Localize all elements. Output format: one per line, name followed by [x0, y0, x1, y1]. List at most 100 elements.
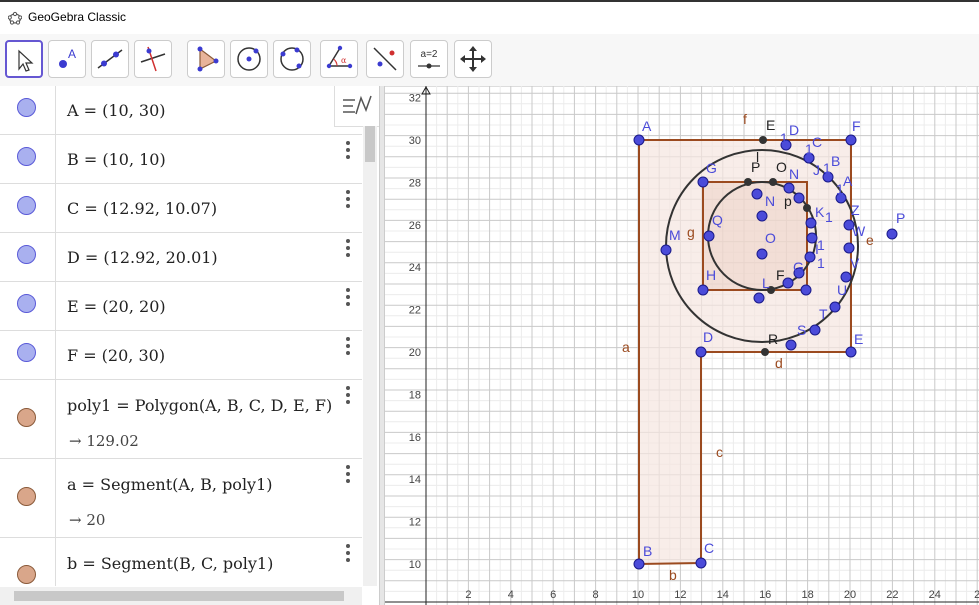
line-tool-button[interactable]: [91, 40, 129, 78]
label-sub: 1: [780, 130, 788, 146]
algebra-row-D[interactable]: D = (12.92, 20.01): [0, 233, 362, 282]
point-I1[interactable]: [804, 251, 816, 263]
visibility-toggle-point-D[interactable]: [17, 245, 36, 264]
point-K1[interactable]: [805, 217, 817, 229]
point-K[interactable]: [767, 286, 775, 294]
point-R[interactable]: [761, 348, 769, 356]
algebra-row-E[interactable]: E = (20, 20): [0, 282, 362, 331]
point-H1[interactable]: [800, 284, 812, 296]
algebra-expression: A = (10, 30): [67, 101, 166, 120]
point-tool-button[interactable]: A: [48, 40, 86, 78]
label-C1: C: [812, 134, 822, 150]
visibility-toggle-poly1[interactable]: [17, 408, 36, 427]
algebra-vertical-scrollbar[interactable]: [363, 126, 377, 586]
more-options-icon[interactable]: [346, 141, 350, 162]
point-L[interactable]: [753, 292, 765, 304]
visibility-toggle-point-A[interactable]: [17, 98, 36, 117]
algebra-row-poly1[interactable]: poly1 = Polygon(A, B, C, D, E, F) → 129.…: [0, 380, 362, 459]
more-options-icon[interactable]: [346, 288, 350, 309]
point-C1[interactable]: [803, 152, 815, 164]
polygon-tool-button[interactable]: [187, 40, 225, 78]
reflect-tool-button[interactable]: [366, 40, 404, 78]
point-Z[interactable]: [835, 192, 847, 204]
x-tick-label: 2: [465, 589, 471, 601]
point-D[interactable]: [695, 346, 707, 358]
point-N[interactable]: [756, 210, 768, 222]
point-P[interactable]: [886, 228, 898, 240]
point-D1[interactable]: [780, 139, 792, 151]
more-options-icon[interactable]: [346, 386, 350, 407]
move-tool-button[interactable]: [5, 40, 43, 78]
circle-three-points-tool-button[interactable]: [273, 40, 311, 78]
visibility-toggle-point-E[interactable]: [17, 294, 36, 313]
graphics-view[interactable]: 2 4 6 8 10 12 14 16 18 20 22 24 2 323028262422201816…: [385, 86, 979, 605]
angle-tool-button[interactable]: α: [320, 40, 358, 78]
x-tick-label: 12: [674, 589, 686, 601]
point-E1[interactable]: [759, 136, 767, 144]
algebra-row-a[interactable]: a = Segment(A, B, poly1) → 20: [0, 459, 362, 538]
perpendicular-line-tool-button[interactable]: [134, 40, 172, 78]
point-O[interactable]: [756, 248, 768, 260]
point-H[interactable]: [697, 284, 709, 296]
visibility-toggle-cell: [0, 184, 56, 232]
visibility-toggle-point-C[interactable]: [17, 196, 36, 215]
point-P1[interactable]: [744, 178, 752, 186]
scrollbar-thumb[interactable]: [14, 591, 344, 601]
point-C[interactable]: [695, 557, 707, 569]
point-Q[interactable]: [703, 230, 715, 242]
point-W[interactable]: [843, 219, 855, 231]
label-segment-d: d: [775, 355, 783, 371]
point-U[interactable]: [840, 271, 852, 283]
point-S1[interactable]: [785, 339, 797, 351]
algebra-row-F[interactable]: F = (20, 30): [0, 331, 362, 380]
more-options-icon[interactable]: [346, 190, 350, 211]
polygon-icon: [197, 46, 219, 72]
point-A[interactable]: [633, 134, 645, 146]
x-tick-label: 16: [759, 589, 771, 601]
point-B[interactable]: [633, 558, 645, 570]
algebra-row-b[interactable]: b = Segment(B, C, poly1): [0, 538, 362, 586]
more-options-icon[interactable]: [346, 544, 350, 565]
point-J1[interactable]: [806, 232, 818, 244]
point-p[interactable]: [803, 204, 811, 212]
slider-tool-button[interactable]: a=2: [410, 40, 448, 78]
point-M1[interactable]: [783, 182, 795, 194]
algebra-row-B[interactable]: B = (10, 10): [0, 135, 362, 184]
more-options-icon[interactable]: [346, 337, 350, 358]
point-V[interactable]: [843, 242, 855, 254]
label-tick-l: l: [756, 149, 759, 165]
point-F1[interactable]: [782, 277, 794, 289]
point-L1[interactable]: [793, 192, 805, 204]
point-M[interactable]: [660, 244, 672, 256]
move-graphics-view-tool-button[interactable]: [454, 40, 492, 78]
label-P1: P: [751, 159, 760, 175]
circle-center-icon: [237, 47, 261, 71]
visibility-toggle-point-F[interactable]: [17, 343, 36, 362]
algebra-row-A[interactable]: A = (10, 30): [0, 86, 362, 135]
point-N1[interactable]: [751, 188, 763, 200]
point-T[interactable]: [829, 301, 841, 313]
point-A1[interactable]: [822, 171, 834, 183]
scrollbar-thumb[interactable]: [365, 126, 375, 162]
point-G[interactable]: [697, 176, 709, 188]
point-G1[interactable]: [793, 267, 805, 279]
visibility-toggle-point-B[interactable]: [17, 147, 36, 166]
label-circle-e: e: [866, 232, 874, 248]
algebra-row-C[interactable]: C = (12.92, 10.07): [0, 184, 362, 233]
more-options-icon[interactable]: [346, 239, 350, 260]
view-divider[interactable]: [379, 86, 385, 605]
more-options-icon[interactable]: [346, 465, 350, 486]
circle-center-point-tool-button[interactable]: [230, 40, 268, 78]
point-F[interactable]: [845, 134, 857, 146]
label-sub: 1: [836, 181, 844, 197]
algebra-expression: E = (20, 20): [67, 297, 166, 316]
visibility-toggle-segment-a[interactable]: [17, 487, 36, 506]
label-E1: E: [766, 117, 775, 133]
angle-icon: α: [326, 45, 353, 69]
algebra-horizontal-scrollbar[interactable]: [0, 587, 362, 605]
graphics-style-toggle[interactable]: [334, 86, 379, 127]
point-O1[interactable]: [769, 178, 777, 186]
point-S[interactable]: [809, 324, 821, 336]
point-E[interactable]: [845, 346, 857, 358]
visibility-toggle-segment-b[interactable]: [17, 565, 36, 584]
